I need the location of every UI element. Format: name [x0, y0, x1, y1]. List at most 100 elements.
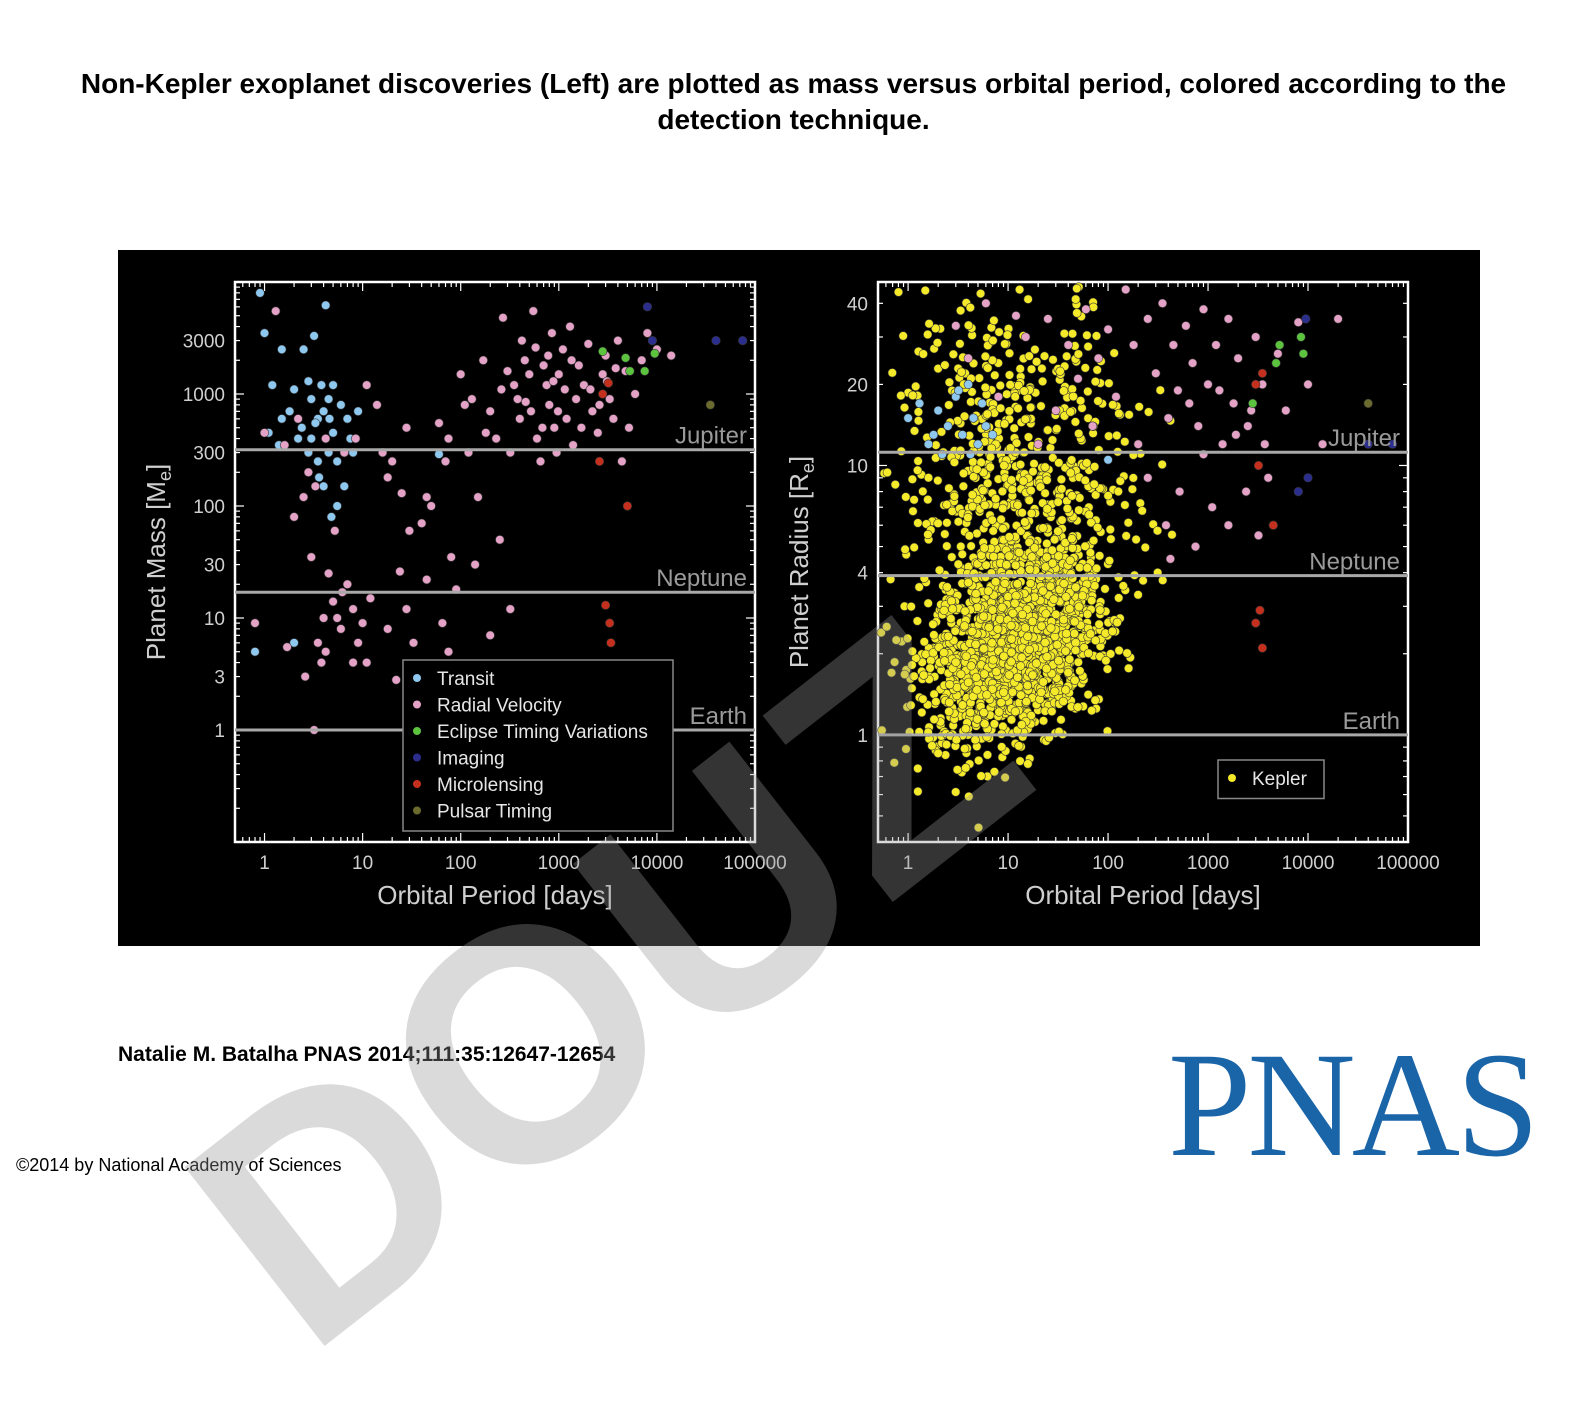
kepler-point	[983, 586, 993, 596]
kepler-point	[965, 708, 975, 718]
kepler-point	[997, 486, 1008, 496]
kepler-point	[944, 377, 955, 387]
kepler-point	[1027, 616, 1038, 627]
kepler-point	[1060, 646, 1071, 656]
y-tick-label: 3000	[183, 332, 225, 353]
kepler-point	[901, 744, 911, 754]
transit-point	[336, 400, 346, 410]
kepler-point	[997, 742, 1007, 752]
radial-velocity-point	[496, 384, 507, 394]
radial-velocity-point	[336, 624, 346, 634]
mass-period-chart: 1 10 100 1000 10000 100000 1 3 10 30 100 300 1000 300…	[141, 280, 787, 910]
x-tick-label: 10000	[1282, 853, 1335, 874]
x-tick-label: 1	[259, 853, 270, 874]
kepler-point	[989, 315, 999, 326]
radial-velocity-point	[981, 298, 991, 308]
kepler-point	[909, 542, 919, 553]
kepler-point	[913, 456, 923, 466]
transit-point	[953, 385, 964, 395]
kepler-point	[1063, 668, 1073, 678]
radial-velocity-point	[443, 434, 454, 444]
kepler-point	[1052, 424, 1062, 434]
radial-velocity-point	[993, 392, 1004, 402]
kepler-point	[966, 541, 976, 551]
kepler-point	[1095, 605, 1105, 615]
kepler-point	[1036, 621, 1047, 631]
kepler-point	[971, 672, 981, 683]
microlensing-point	[1255, 605, 1265, 615]
radial-velocity-point	[502, 366, 513, 376]
x-tick-label: 10	[998, 853, 1019, 874]
kepler-point	[942, 518, 952, 528]
kepler-point	[990, 370, 1000, 380]
kepler-point	[939, 605, 949, 616]
imaging-point	[711, 335, 721, 346]
kepler-point	[919, 637, 929, 647]
kepler-point	[1114, 593, 1124, 603]
kepler-point	[983, 478, 993, 488]
kepler-point	[913, 407, 924, 417]
transit-point	[310, 418, 320, 428]
kepler-point	[1089, 479, 1099, 489]
kepler-point	[1047, 435, 1058, 445]
imaging-point	[647, 335, 658, 346]
kepler-point	[1083, 341, 1093, 352]
microlensing-point	[1251, 618, 1261, 628]
kepler-point	[1073, 349, 1084, 359]
radial-velocity-point	[568, 440, 578, 450]
radial-velocity-point	[440, 456, 451, 466]
transit-point	[933, 405, 943, 416]
kepler-point	[1005, 380, 1015, 390]
radial-velocity-point	[539, 360, 549, 370]
y-tick-label: 1000	[183, 385, 225, 406]
kepler-point	[974, 373, 984, 383]
kepler-point	[1091, 331, 1102, 341]
radial-velocity-point	[467, 394, 477, 404]
kepler-point	[914, 582, 924, 592]
radial-velocity-point	[1157, 298, 1168, 308]
radial-velocity-point	[1231, 430, 1241, 440]
kepler-point	[1152, 526, 1163, 536]
kepler-point	[1000, 578, 1010, 589]
kepler-point	[991, 667, 1001, 677]
kepler-point	[1020, 414, 1030, 424]
radial-velocity-point	[383, 472, 393, 482]
kepler-point	[1024, 537, 1034, 547]
kepler-point	[1127, 484, 1138, 494]
radial-velocity-point	[565, 321, 575, 332]
kepler-point	[1014, 741, 1024, 751]
kepler-point	[1087, 706, 1097, 716]
kepler-point	[1131, 534, 1141, 545]
transit-point	[324, 414, 335, 424]
radial-velocity-point	[310, 481, 320, 491]
radial-velocity-point	[1203, 379, 1213, 389]
radial-velocity-point	[1121, 284, 1131, 295]
transit-point	[332, 501, 342, 511]
kepler-point	[918, 486, 928, 496]
kepler-point	[923, 329, 933, 340]
kepler-point	[1068, 391, 1078, 402]
kepler-point	[929, 689, 939, 699]
kepler-point	[982, 690, 992, 700]
radial-velocity-point	[321, 434, 331, 444]
kepler-point	[1082, 563, 1092, 573]
kepler-point	[1058, 696, 1068, 707]
kepler-point	[1074, 505, 1084, 515]
kepler-point	[943, 631, 953, 642]
radial-velocity-point	[316, 658, 326, 668]
radial-velocity-point	[1303, 379, 1313, 389]
kepler-point	[908, 506, 918, 516]
kepler-point	[1059, 386, 1069, 396]
y-tick-label: 300	[193, 444, 225, 465]
eclipse-timing-variations-point	[650, 348, 660, 359]
kepler-point	[993, 624, 1003, 634]
radial-velocity-point	[387, 456, 397, 466]
microlensing-point	[1251, 379, 1261, 389]
kepler-point	[1023, 631, 1033, 642]
kepler-point	[928, 648, 938, 658]
kepler-point	[1143, 407, 1154, 417]
radial-velocity-point	[1033, 439, 1043, 449]
kepler-point	[1051, 609, 1061, 620]
kepler-point	[980, 719, 990, 729]
kepler-point	[909, 495, 919, 505]
